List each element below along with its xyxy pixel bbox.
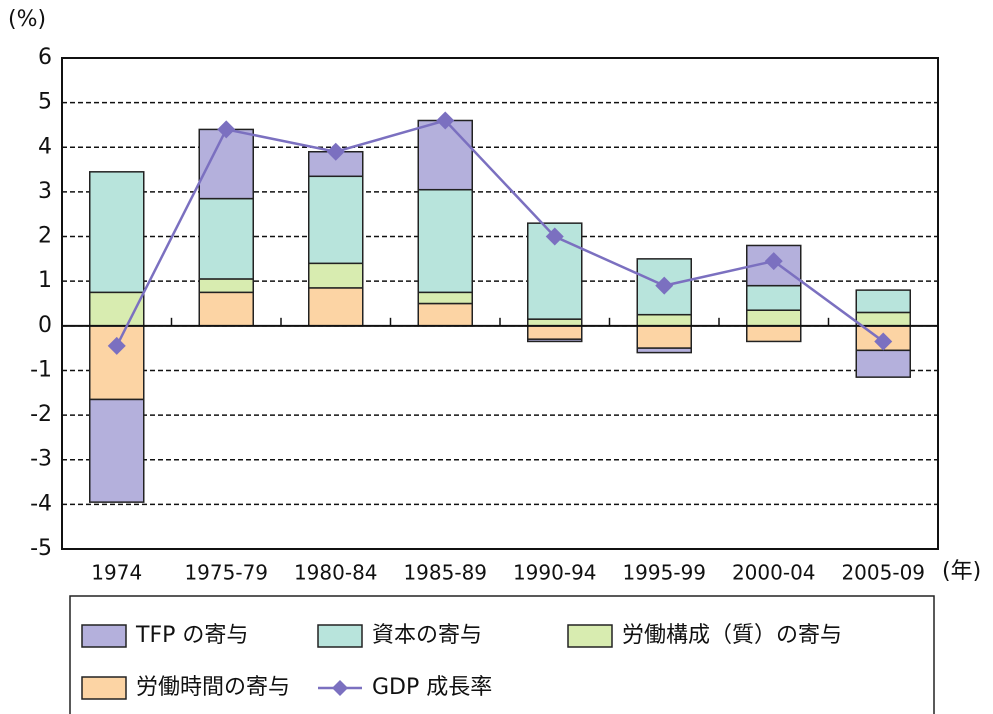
bar-segment [89, 398, 145, 503]
bar-segment [527, 338, 583, 343]
legend-marker [332, 680, 348, 696]
x-unit: (年) [942, 559, 981, 584]
bar-segment [198, 291, 254, 327]
bar-segment [417, 302, 473, 327]
y-tick-label: -1 [30, 357, 52, 382]
bar-segment [89, 325, 145, 401]
bar-segment [746, 309, 802, 327]
y-tick-label: 5 [38, 90, 52, 115]
x-tick-label: 1995-99 [622, 561, 706, 585]
plot-frame [61, 57, 939, 550]
legend-label: GDP 成長率 [372, 675, 492, 700]
bar-segment [855, 311, 911, 327]
legend-swatch [81, 676, 127, 700]
line-marker [874, 332, 893, 351]
bar-segment [198, 197, 254, 280]
line-marker [436, 111, 455, 130]
legend-swatch [567, 624, 613, 648]
legend-label: TFP の寄与 [135, 623, 248, 648]
legend-swatch [81, 624, 127, 648]
legend-label: 労働時間の寄与 [136, 675, 290, 700]
y-tick-label: 2 [38, 224, 52, 249]
bar-segment [855, 349, 911, 378]
x-tick-label: 1990-94 [513, 561, 597, 585]
line-series [115, 119, 884, 347]
line-marker [107, 336, 126, 355]
bar-segment [855, 289, 911, 314]
x-tick-label: 1985-89 [403, 561, 487, 585]
y-tick-label: 0 [38, 313, 52, 338]
bar-segment [89, 171, 145, 294]
y-tick-label: 4 [38, 134, 52, 159]
line-marker [655, 276, 674, 295]
bar-segment [527, 318, 583, 327]
bar-segment [636, 325, 692, 349]
legend-box [69, 595, 935, 714]
bar-segment [636, 347, 692, 354]
bar-segment [746, 325, 802, 343]
line-marker [217, 120, 236, 139]
y-tick-label: -3 [30, 447, 52, 472]
x-tick-label: 1980-84 [294, 561, 378, 585]
legend-label: 労働構成（質）の寄与 [622, 623, 842, 648]
bar-segment [198, 278, 254, 294]
y-unit: (%) [8, 7, 46, 32]
line-marker [545, 227, 564, 246]
bar-segment [308, 175, 364, 265]
bar-segment [417, 119, 473, 191]
y-tick-label: -4 [30, 491, 52, 516]
x-tick-label: 2000-04 [732, 561, 816, 585]
x-tick-label: 2005-09 [841, 561, 925, 585]
bar-segment [308, 262, 364, 289]
y-tick-label: -2 [30, 402, 52, 427]
bar-segment [527, 325, 583, 340]
x-tick-label: 1974 [91, 561, 142, 585]
bar-segment [417, 291, 473, 305]
x-tick-label: 1975-79 [184, 561, 268, 585]
bar-segment [746, 284, 802, 311]
y-tick-label: 1 [38, 268, 52, 293]
bar-segment [308, 287, 364, 327]
legend-label: 資本の寄与 [372, 623, 482, 648]
line-marker [326, 142, 345, 161]
bar-segment [198, 128, 254, 200]
y-tick-label: 3 [38, 179, 52, 204]
legend-swatch [317, 624, 363, 648]
y-tick-label: 6 [38, 45, 52, 70]
line-marker [764, 252, 783, 271]
y-tick-label: -5 [30, 536, 52, 561]
bar-segment [636, 313, 692, 327]
bar-segment [417, 188, 473, 294]
